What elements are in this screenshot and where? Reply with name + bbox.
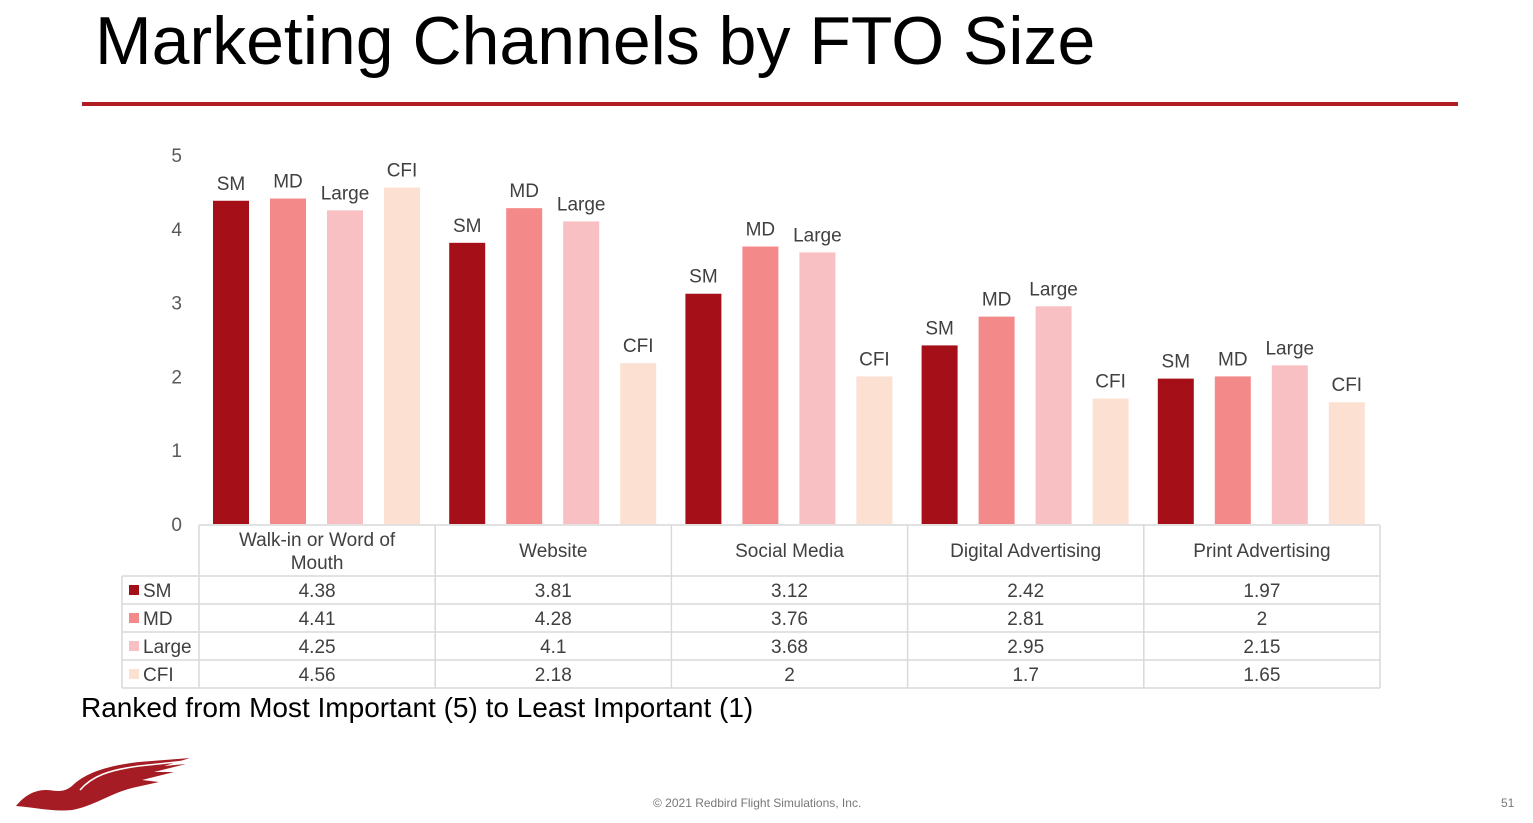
bar-label: MD bbox=[982, 290, 1012, 311]
bar-large bbox=[327, 210, 363, 524]
table-cell: 4.41 bbox=[299, 609, 336, 630]
bar-label: SM bbox=[1162, 352, 1191, 373]
y-tick-label: 2 bbox=[171, 367, 182, 388]
table-cell: 3.12 bbox=[771, 581, 808, 602]
table-cell: 2.18 bbox=[535, 665, 572, 686]
bar-label: SM bbox=[453, 216, 482, 237]
bar-label: CFI bbox=[387, 160, 418, 181]
bar-cfi bbox=[384, 187, 420, 525]
bar-cfi bbox=[856, 376, 893, 524]
bar-label: Large bbox=[1265, 338, 1314, 359]
bar-sm bbox=[921, 345, 958, 524]
bar-cfi bbox=[1328, 402, 1365, 524]
table-cell: 4.38 bbox=[299, 581, 336, 602]
table-cell: 4.25 bbox=[299, 637, 336, 658]
bar-large bbox=[1271, 365, 1308, 524]
table-cell: 1.7 bbox=[1012, 665, 1038, 686]
bar-label: CFI bbox=[859, 349, 890, 370]
y-tick-label: 1 bbox=[171, 441, 182, 462]
page-number: 51 bbox=[1501, 796, 1515, 810]
category-label: Print Advertising bbox=[1193, 541, 1330, 562]
legend-label: Large bbox=[143, 637, 192, 658]
category-label: Social Media bbox=[735, 541, 844, 562]
bar-label: CFI bbox=[623, 336, 654, 357]
copyright: © 2021 Redbird Flight Simulations, Inc. bbox=[653, 796, 862, 810]
bar-label: SM bbox=[689, 267, 718, 288]
bar-sm bbox=[685, 293, 722, 524]
legend-label: SM bbox=[143, 581, 172, 602]
legend-label: CFI bbox=[143, 665, 174, 686]
bar-label: MD bbox=[509, 181, 539, 202]
bar-label: Large bbox=[557, 194, 606, 215]
table-cell: 4.28 bbox=[535, 609, 572, 630]
bar-large bbox=[563, 221, 600, 525]
legend-swatch-cfi bbox=[129, 669, 139, 679]
bar-label: SM bbox=[925, 318, 954, 339]
bar-label: MD bbox=[273, 172, 303, 193]
bar-label: Large bbox=[321, 183, 370, 204]
legend-swatch-sm bbox=[129, 585, 139, 595]
redbird-logo bbox=[16, 758, 190, 811]
slide-title: Marketing Channels by FTO Size bbox=[95, 3, 1096, 79]
table-cell: 2 bbox=[784, 665, 795, 686]
bar-md bbox=[506, 208, 543, 525]
category-label: Mouth bbox=[291, 553, 344, 574]
bar-label: CFI bbox=[1095, 372, 1126, 393]
chart-subtitle: Ranked from Most Important (5) to Least … bbox=[81, 692, 754, 723]
table-cell: 2.81 bbox=[1007, 609, 1044, 630]
y-tick-label: 4 bbox=[171, 220, 182, 241]
category-label: Website bbox=[519, 541, 587, 562]
bar-cfi bbox=[620, 363, 657, 524]
table-cell: 4.1 bbox=[540, 637, 566, 658]
table-cell: 1.97 bbox=[1243, 581, 1280, 602]
y-tick-label: 0 bbox=[171, 515, 182, 536]
table-cell: 3.68 bbox=[771, 637, 808, 658]
table-cell: 2.42 bbox=[1007, 581, 1044, 602]
y-tick-label: 3 bbox=[171, 294, 182, 315]
bar-sm bbox=[449, 242, 486, 524]
bar-label: MD bbox=[1218, 349, 1248, 370]
bar-label: Large bbox=[793, 225, 842, 246]
bar-cfi bbox=[1092, 398, 1129, 524]
table-cell: 2 bbox=[1257, 609, 1268, 630]
table-cell: 1.65 bbox=[1243, 665, 1280, 686]
y-tick-label: 5 bbox=[171, 146, 182, 167]
title-divider bbox=[82, 102, 1458, 106]
table-cell: 3.81 bbox=[535, 581, 572, 602]
table-cell: 3.76 bbox=[771, 609, 808, 630]
category-label: Walk-in or Word of bbox=[239, 530, 396, 551]
bar-md bbox=[1214, 376, 1251, 524]
legend-swatch-large bbox=[129, 641, 139, 651]
bar-md bbox=[742, 246, 779, 524]
table-cell: 2.15 bbox=[1243, 637, 1280, 658]
bar-sm bbox=[213, 200, 249, 525]
bar-label: Large bbox=[1029, 279, 1078, 300]
legend-swatch-md bbox=[129, 613, 139, 623]
bar-label: SM bbox=[217, 174, 246, 195]
legend-label: MD bbox=[143, 609, 173, 630]
bar-label: CFI bbox=[1331, 375, 1362, 396]
bar-md bbox=[978, 316, 1015, 524]
table-cell: 4.56 bbox=[299, 665, 336, 686]
bar-sm bbox=[1157, 378, 1194, 524]
category-label: Digital Advertising bbox=[950, 541, 1101, 562]
bar-md bbox=[270, 198, 306, 525]
table-cell: 2.95 bbox=[1007, 637, 1044, 658]
bar-large bbox=[1035, 306, 1072, 524]
bar-large bbox=[799, 252, 836, 524]
bar-label: MD bbox=[746, 220, 776, 241]
